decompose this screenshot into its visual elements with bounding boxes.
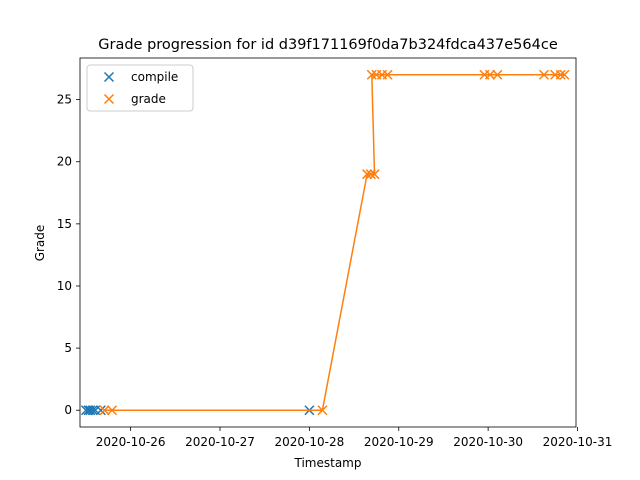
data-point-grade-12 (492, 69, 503, 80)
y-axis-title: Grade (33, 225, 47, 262)
legend-box (86, 64, 194, 112)
data-point-grade-0 (99, 405, 110, 416)
x-tick-label-3: 2020-10-29 (364, 435, 434, 449)
legend-marker-grade (103, 93, 115, 105)
y-tick-label-0: 0 (64, 403, 72, 417)
y-tick-label-4: 20 (57, 155, 72, 169)
data-point-grade-2 (317, 405, 328, 416)
x-tick-label-2: 2020-10-28 (275, 435, 345, 449)
data-point-compile-5 (95, 405, 106, 416)
data-point-grade-4 (365, 169, 376, 180)
data-point-grade-6 (366, 69, 377, 80)
axes: 2020-10-26 2020-10-27 2020-10-28 2020-10-29… (57, 57, 613, 449)
y-tick-label-1: 5 (64, 341, 72, 355)
legend-marker-compile (103, 71, 115, 83)
x-axis-title: Timestamp (294, 456, 362, 470)
x-tick-label-5: 2020-10-31 (543, 435, 613, 449)
legend: compile grade (86, 64, 194, 112)
data-point-grade-1 (106, 405, 118, 416)
data-point-grade-3 (362, 169, 373, 180)
data-point-grade-15 (555, 69, 566, 80)
data-point-grade-16 (559, 69, 570, 80)
data-point-grade-13 (538, 69, 550, 80)
legend-label-grade: grade (131, 92, 166, 106)
plot-area (80, 69, 570, 416)
data-point-compile-3 (87, 405, 98, 416)
y-tick-label-2: 10 (57, 279, 72, 293)
legend-label-compile: compile (131, 70, 178, 84)
y-tick-label-5: 25 (57, 93, 72, 107)
data-point-grade-9 (382, 69, 393, 80)
series-line-grade (104, 74, 565, 411)
x-tick-label-1: 2020-10-27 (185, 435, 255, 449)
chart-title: Grade progression for id d39f171169f0da7… (98, 37, 558, 53)
data-point-grade-11 (484, 69, 496, 80)
plot-frame (79, 57, 577, 428)
x-tick-label-0: 2020-10-26 (96, 435, 166, 449)
data-point-grade-5 (369, 169, 380, 180)
y-tick-label-3: 15 (57, 217, 72, 231)
x-tick-label-4: 2020-10-30 (453, 435, 523, 449)
